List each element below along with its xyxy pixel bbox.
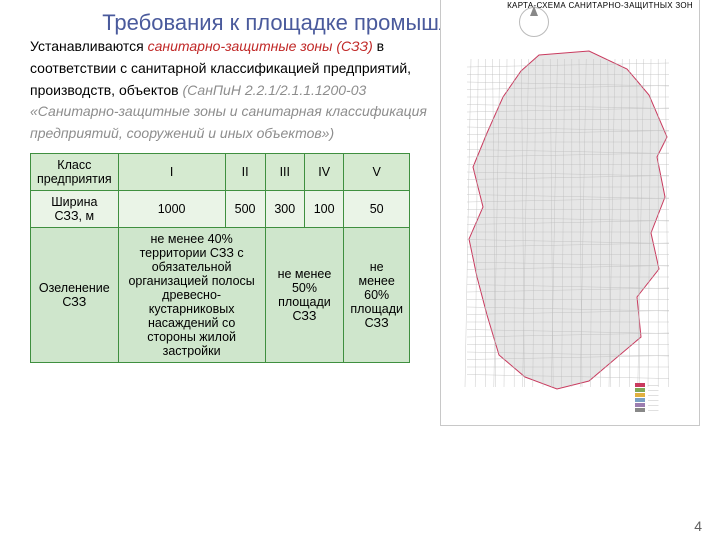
table-row-greening: Озеленение СЗЗ не менее 40% территории С… <box>31 227 410 362</box>
table-row-header: Класс предприятия I II III IV V <box>31 153 410 190</box>
map-schematic: КАРТА-СХЕМА САНИТАРНО-ЗАЩИТНЫХ ЗОН —————… <box>440 0 700 426</box>
legend-row: ——— <box>635 383 695 387</box>
legend-swatch <box>635 383 645 387</box>
td-width-4: 100 <box>304 190 343 227</box>
left-column: Устанавливаются санитарно-защитные зоны … <box>30 36 440 426</box>
th-class-1: I <box>118 153 225 190</box>
td-width-label: Ширина СЗЗ, м <box>31 190 119 227</box>
td-green-b: не менее 50% площади СЗЗ <box>265 227 344 362</box>
legend-text: ——— <box>648 394 659 398</box>
szz-table: Класс предприятия I II III IV V Ширина С… <box>30 153 410 363</box>
para-red: санитарно-защитные зоны (СЗЗ) <box>148 38 373 54</box>
th-class-2: II <box>225 153 265 190</box>
td-width-1: 1000 <box>118 190 225 227</box>
map-legend: —————————————————— <box>635 382 695 413</box>
legend-swatch <box>635 403 645 407</box>
th-class-5: V <box>344 153 410 190</box>
page-number: 4 <box>694 518 702 534</box>
legend-swatch <box>635 393 645 397</box>
legend-row: ——— <box>635 408 695 412</box>
td-green-a: не менее 40% территории СЗЗ с обязательн… <box>118 227 265 362</box>
legend-text: ——— <box>648 399 659 403</box>
th-class-3: III <box>265 153 304 190</box>
content-row: Устанавливаются санитарно-защитные зоны … <box>0 36 720 426</box>
intro-paragraph: Устанавливаются санитарно-защитные зоны … <box>30 36 430 144</box>
td-width-3: 300 <box>265 190 304 227</box>
para-pre: Устанавливаются <box>30 38 148 54</box>
city-polygon <box>469 51 667 389</box>
td-green-c: не менее 60% площади СЗЗ <box>344 227 410 362</box>
table-row-width: Ширина СЗЗ, м 1000 500 300 100 50 <box>31 190 410 227</box>
legend-row: ——— <box>635 393 695 397</box>
legend-row: ——— <box>635 398 695 402</box>
legend-row: ——— <box>635 388 695 392</box>
td-width-5: 50 <box>344 190 410 227</box>
th-class-label: Класс предприятия <box>31 153 119 190</box>
legend-row: ——— <box>635 403 695 407</box>
legend-swatch <box>635 388 645 392</box>
legend-text: ——— <box>648 404 659 408</box>
right-column: КАРТА-СХЕМА САНИТАРНО-ЗАЩИТНЫХ ЗОН —————… <box>440 0 710 426</box>
th-class-4: IV <box>304 153 343 190</box>
legend-text: ——— <box>648 409 659 413</box>
legend-swatch <box>635 398 645 402</box>
city-outline-svg <box>459 47 679 407</box>
td-width-2: 500 <box>225 190 265 227</box>
legend-swatch <box>635 408 645 412</box>
legend-text: ——— <box>648 384 659 388</box>
compass-icon <box>519 7 549 37</box>
td-green-label: Озеленение СЗЗ <box>31 227 119 362</box>
legend-text: ——— <box>648 389 659 393</box>
